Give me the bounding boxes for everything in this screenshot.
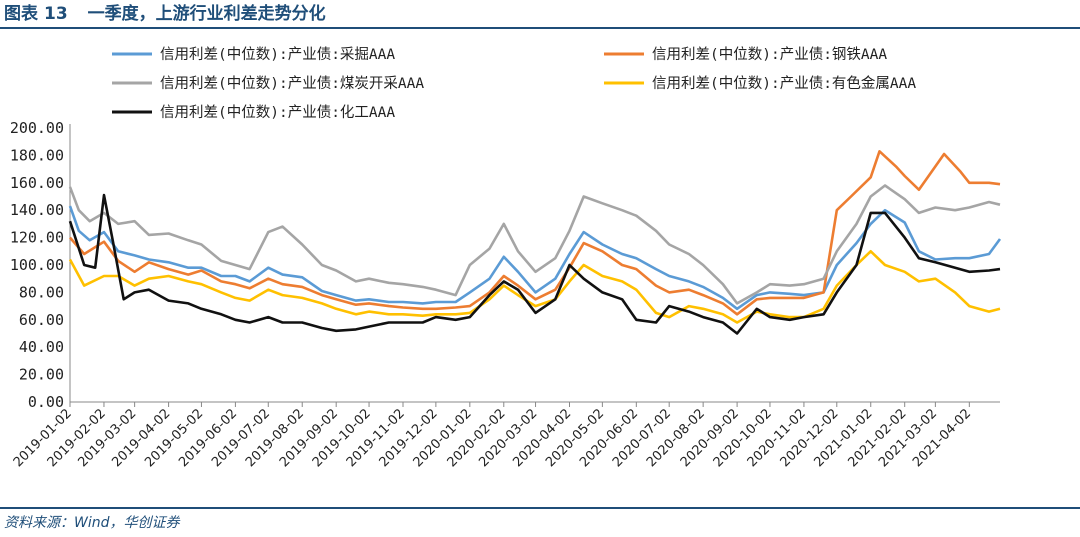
series-line-5: [68, 193, 1001, 335]
y-tick-label: 0.00: [28, 393, 64, 411]
title-text: 一季度，上游行业利差走势分化: [87, 4, 326, 24]
y-tick-label: 200.00: [10, 119, 64, 137]
y-tick-label: 40.00: [19, 338, 64, 356]
y-tick-label: 160.00: [10, 174, 64, 192]
legend-label: 信用利差(中位数):产业债:采掘AAA: [160, 46, 395, 63]
y-tick-label: 80.00: [19, 283, 64, 301]
legend-label: 信用利差(中位数):产业债:煤炭开采AAA: [160, 75, 424, 92]
top-rule: [0, 27, 1080, 29]
y-tick-label: 120.00: [10, 229, 64, 247]
legend-label: 信用利差(中位数):产业债:钢铁AAA: [652, 46, 887, 63]
chart-title: 图表 13 一季度，上游行业利差走势分化: [4, 2, 326, 26]
series-lines: [68, 150, 1002, 335]
title-prefix: 图表: [4, 4, 38, 24]
series-line-3: [68, 184, 1001, 305]
source-note: 资料来源：Wind，华创证券: [4, 515, 180, 531]
bottom-rule: [0, 507, 1080, 509]
y-tick-label: 60.00: [19, 311, 64, 329]
y-tick-label: 20.00: [19, 366, 64, 384]
series-line-4: [68, 250, 1001, 324]
series-line-1: [68, 205, 1002, 311]
y-tick-label: 180.00: [10, 146, 64, 164]
line-chart: 信用利差(中位数):产业债:采掘AAA 信用利差(中位数):产业债:钢铁AAA 信用…: [10, 46, 1002, 470]
legend-label: 信用利差(中位数):产业债:化工AAA: [160, 104, 395, 121]
y-tick-label: 100.00: [10, 256, 64, 274]
legend: 信用利差(中位数):产业债:采掘AAA 信用利差(中位数):产业债:钢铁AAA 信用…: [112, 46, 916, 121]
y-tick-label: 140.00: [10, 201, 64, 219]
legend-label: 信用利差(中位数):产业债:有色金属AAA: [652, 75, 916, 92]
series-line-2: [69, 150, 1001, 316]
title-number: 13: [44, 4, 68, 24]
